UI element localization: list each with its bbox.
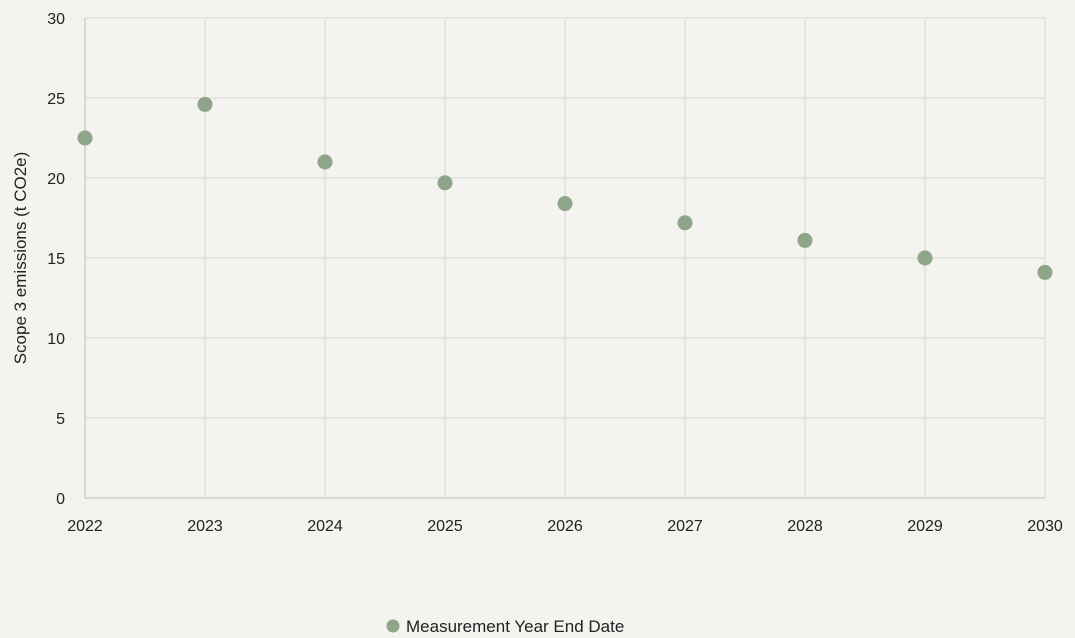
y-tick-label: 10 (47, 331, 65, 348)
x-tick-label: 2027 (667, 518, 703, 535)
y-tick-labels: 0 5 10 15 20 25 30 (47, 11, 65, 508)
data-point[interactable] (197, 96, 213, 112)
y-axis-title: Scope 3 emissions (t CO2e) (11, 152, 30, 365)
y-tick-label: 0 (56, 491, 65, 508)
x-tick-label: 2028 (787, 518, 823, 535)
x-tick-label: 2024 (307, 518, 343, 535)
x-tick-label: 2026 (547, 518, 583, 535)
legend-marker (386, 619, 400, 633)
y-tick-label: 15 (47, 251, 65, 268)
grid (85, 17, 1046, 498)
x-tick-label: 2023 (187, 518, 223, 535)
x-tick-label: 2022 (67, 518, 103, 535)
x-tick-labels: 2022 2023 2024 2025 2026 2027 2028 2029 2030 (67, 518, 1063, 535)
y-tick-label: 25 (47, 91, 65, 108)
x-tick-label: 2025 (427, 518, 463, 535)
y-tick-label: 20 (47, 171, 65, 188)
data-point[interactable] (1037, 264, 1053, 280)
legend[interactable]: Measurement Year End Date (386, 617, 625, 636)
data-point[interactable] (437, 175, 453, 191)
data-point[interactable] (797, 232, 813, 248)
data-point[interactable] (917, 250, 933, 266)
data-point[interactable] (677, 215, 693, 231)
legend-label: Measurement Year End Date (406, 617, 624, 636)
data-point[interactable] (317, 154, 333, 170)
axes (84, 18, 1045, 499)
data-point[interactable] (77, 130, 93, 146)
data-points (77, 96, 1053, 280)
y-tick-label: 5 (56, 411, 65, 428)
x-tick-label: 2030 (1027, 518, 1063, 535)
data-point[interactable] (557, 196, 573, 212)
x-tick-label: 2029 (907, 518, 943, 535)
y-tick-label: 30 (47, 11, 65, 28)
